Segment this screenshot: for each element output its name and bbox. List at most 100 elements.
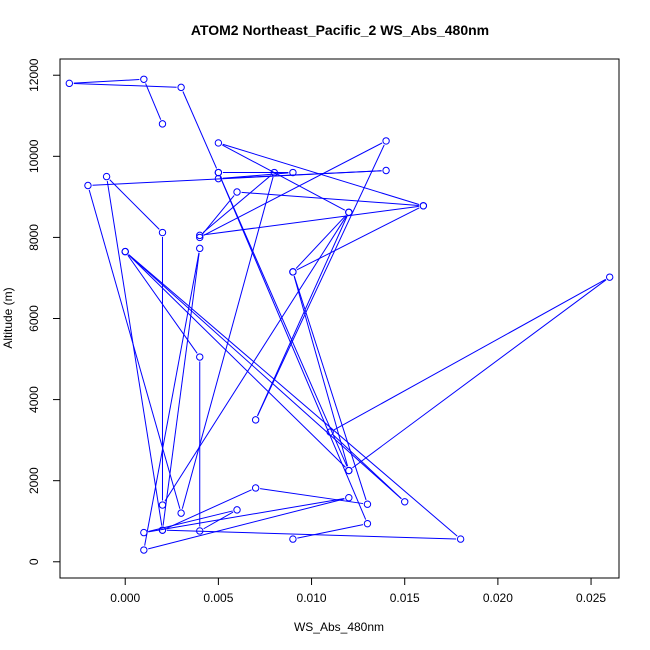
data-point — [605, 273, 614, 281]
series-line-segment — [202, 195, 235, 235]
series-line-segment — [127, 254, 198, 354]
x-axis-label: WS_Abs_480nm — [294, 620, 384, 634]
data-point — [140, 75, 148, 83]
data-point — [140, 546, 148, 554]
data-point — [121, 247, 129, 256]
series-line-segment — [166, 529, 457, 540]
data-point — [233, 506, 241, 514]
data-point — [401, 498, 409, 506]
series-line-segment — [144, 252, 200, 546]
series-line-segment — [297, 524, 364, 539]
data-point — [65, 79, 74, 88]
data-point — [419, 202, 428, 210]
series-line-segment — [219, 176, 367, 520]
series-line-segment — [128, 254, 402, 500]
data-point — [345, 494, 353, 502]
series-line-segment — [333, 434, 402, 500]
series-line-segment — [260, 488, 364, 505]
series-line-segment — [203, 142, 383, 236]
series-line-segment — [204, 205, 419, 236]
data-point — [233, 188, 241, 196]
series-line-segment — [109, 179, 160, 230]
x-tick-label: 0.025 — [576, 591, 606, 605]
data-point — [196, 244, 204, 253]
series-line-segment — [219, 176, 348, 467]
y-tick-label: 4000 — [27, 386, 41, 413]
y-tick-label: 2000 — [27, 467, 41, 494]
y-axis: 0 2000 4000 6000 8000 10000 12000 — [27, 58, 61, 565]
data-point — [289, 168, 297, 177]
series-line-segment — [295, 215, 347, 269]
data-point — [289, 268, 297, 276]
series-line-segment — [182, 91, 218, 169]
data-point — [456, 535, 465, 543]
series-line-segment — [162, 252, 200, 526]
series-line-segment — [88, 189, 181, 509]
data-point — [214, 168, 223, 177]
data-point — [196, 353, 204, 361]
data-point — [84, 181, 92, 190]
y-tick-label: 6000 — [27, 305, 41, 332]
data-point — [345, 208, 353, 216]
series-line-segment — [148, 498, 345, 550]
data-series — [65, 75, 614, 554]
series-line-segment — [257, 144, 385, 417]
series-line-segment — [222, 143, 420, 205]
data-point — [363, 519, 372, 528]
series-line-segment — [148, 497, 345, 533]
series-line-segment — [241, 191, 419, 206]
series-line-segment — [145, 83, 162, 120]
y-tick-label: 10000 — [27, 139, 41, 173]
y-tick-label: 8000 — [27, 224, 41, 251]
data-point — [158, 228, 167, 237]
data-point — [158, 526, 167, 534]
data-point — [196, 231, 204, 240]
series-line-segment — [293, 276, 367, 501]
series-line-segment — [73, 82, 177, 88]
y-axis-label: Altitude (m) — [1, 287, 15, 348]
data-point — [382, 137, 390, 145]
series-line-segment — [352, 279, 607, 469]
series-line-segment — [203, 511, 234, 530]
x-tick-label: 0.005 — [203, 591, 233, 605]
series-line-segment — [222, 144, 346, 211]
x-tick-label: 0.020 — [483, 591, 513, 605]
data-point — [251, 416, 260, 424]
series-line-segment — [166, 489, 252, 529]
series-line-segment — [257, 216, 348, 416]
y-tick-label: 12000 — [27, 58, 41, 92]
x-tick-label: 0.010 — [297, 591, 327, 605]
data-point — [251, 484, 260, 492]
data-point — [326, 428, 334, 436]
series-line-segment — [128, 254, 346, 468]
data-point — [289, 535, 297, 543]
series-line-segment — [128, 254, 458, 537]
chart-title: ATOM2 Northeast_Pacific_2 WS_Abs_480nm — [191, 22, 489, 38]
series-line-segment — [333, 278, 606, 431]
data-point — [140, 528, 148, 537]
x-tick-label: 0.015 — [390, 591, 420, 605]
x-tick-label: 0.000 — [110, 591, 140, 605]
data-point — [345, 466, 353, 475]
data-point — [363, 500, 372, 508]
data-point — [102, 172, 111, 181]
data-point — [196, 527, 204, 535]
x-axis: 0.000 0.005 0.010 0.015 0.020 0.025 — [110, 577, 606, 605]
series-line-segment — [293, 276, 349, 467]
data-point — [214, 139, 223, 147]
series-line-segment — [92, 170, 382, 186]
series-line-segment — [202, 175, 272, 233]
data-point — [382, 166, 390, 175]
series-line-segment — [296, 207, 420, 271]
y-tick-label: 0 — [27, 558, 41, 565]
data-point — [177, 83, 185, 92]
series-line-segment — [73, 79, 140, 84]
data-point — [158, 501, 167, 509]
data-point — [196, 233, 204, 242]
data-point — [270, 168, 278, 177]
series-line-segment — [148, 510, 233, 533]
data-point — [177, 509, 185, 517]
series-line-segment — [164, 215, 347, 502]
data-point — [158, 120, 167, 128]
